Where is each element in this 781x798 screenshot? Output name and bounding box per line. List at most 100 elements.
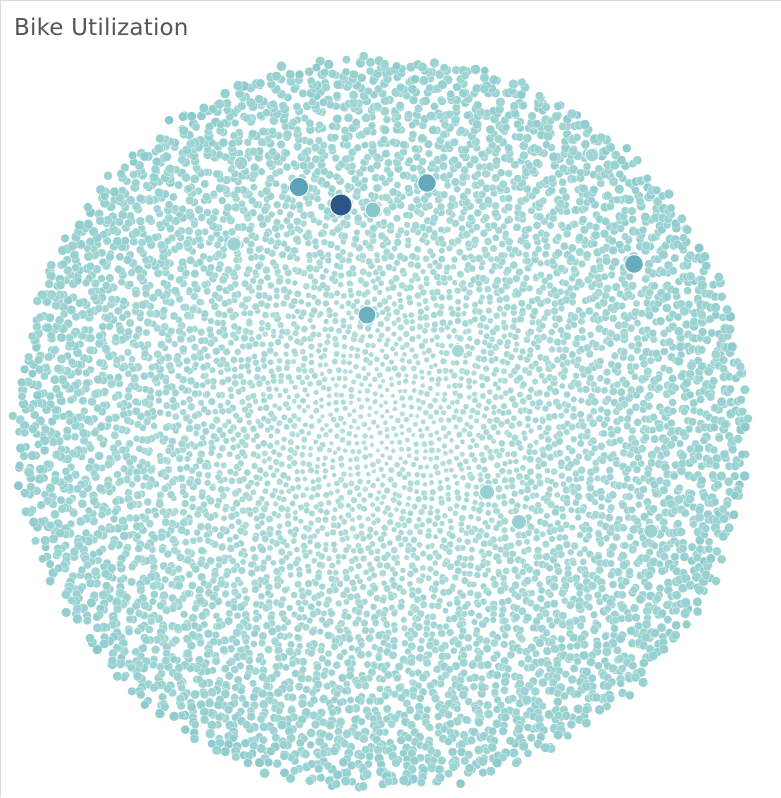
bubble[interactable] xyxy=(595,565,604,575)
bubble[interactable] xyxy=(85,333,96,343)
bubble[interactable] xyxy=(218,196,227,205)
bubble[interactable] xyxy=(234,223,242,232)
bubble[interactable] xyxy=(454,444,461,451)
bubble[interactable] xyxy=(317,342,323,349)
bubble[interactable] xyxy=(335,366,343,374)
bubble[interactable] xyxy=(212,169,221,179)
bubble[interactable] xyxy=(380,378,386,384)
bubble[interactable] xyxy=(453,598,462,607)
bubble[interactable] xyxy=(185,424,194,433)
bubble[interactable] xyxy=(369,482,377,489)
bubble[interactable] xyxy=(372,530,380,537)
bubble[interactable] xyxy=(586,331,595,339)
bubble[interactable] xyxy=(557,221,566,229)
bubble[interactable] xyxy=(589,436,598,445)
bubble[interactable] xyxy=(211,408,219,416)
bubble[interactable] xyxy=(316,445,324,453)
bubble[interactable] xyxy=(375,448,381,453)
bubble[interactable] xyxy=(515,539,523,547)
bubble[interactable] xyxy=(490,688,499,696)
bubble[interactable] xyxy=(203,522,213,531)
bubble[interactable] xyxy=(339,436,346,444)
bubble[interactable] xyxy=(340,553,348,561)
bubble[interactable] xyxy=(361,453,369,461)
bubble[interactable] xyxy=(107,295,116,304)
bubble[interactable] xyxy=(390,393,396,399)
bubble[interactable] xyxy=(444,476,451,483)
bubble[interactable] xyxy=(245,342,254,351)
bubble[interactable] xyxy=(590,610,598,619)
bubble[interactable] xyxy=(132,332,141,341)
bubble[interactable] xyxy=(294,432,301,438)
bubble[interactable] xyxy=(595,597,604,606)
bubble[interactable] xyxy=(401,312,409,320)
bubble[interactable] xyxy=(352,363,360,370)
bubble[interactable] xyxy=(541,609,550,618)
bubble[interactable] xyxy=(296,403,303,410)
bubble[interactable] xyxy=(357,276,365,285)
bubble[interactable] xyxy=(346,280,353,287)
bubble[interactable] xyxy=(503,303,512,312)
bubble[interactable] xyxy=(219,525,227,533)
bubble[interactable] xyxy=(509,260,519,270)
bubble[interactable] xyxy=(457,520,465,528)
bubble[interactable] xyxy=(252,473,260,481)
bubble[interactable] xyxy=(317,202,326,211)
bubble[interactable] xyxy=(490,438,497,445)
bubble[interactable] xyxy=(482,643,492,654)
bubble[interactable] xyxy=(464,421,470,428)
bubble[interactable] xyxy=(620,348,629,357)
bubble[interactable] xyxy=(330,376,336,382)
bubble[interactable] xyxy=(480,423,488,431)
bubble[interactable] xyxy=(547,174,557,184)
bubble[interactable] xyxy=(472,223,481,232)
bubble[interactable] xyxy=(665,366,674,375)
bubble[interactable] xyxy=(617,590,627,600)
bubble[interactable] xyxy=(519,150,529,161)
bubble[interactable] xyxy=(373,555,381,563)
bubble[interactable] xyxy=(327,427,334,434)
bubble[interactable] xyxy=(354,464,361,471)
bubble[interactable] xyxy=(200,420,208,428)
bubble[interactable] xyxy=(508,482,516,490)
bubble[interactable] xyxy=(530,307,539,316)
bubble[interactable] xyxy=(398,394,406,402)
bubble[interactable] xyxy=(253,564,261,573)
bubble[interactable] xyxy=(467,554,475,562)
bubble[interactable] xyxy=(308,493,316,501)
bubble[interactable] xyxy=(433,429,440,436)
bubble[interactable] xyxy=(318,354,325,361)
bubble[interactable] xyxy=(625,567,634,576)
bubble[interactable] xyxy=(406,495,412,501)
bubble[interactable] xyxy=(247,254,255,262)
bubble[interactable] xyxy=(324,531,331,538)
bubble[interactable] xyxy=(193,430,200,437)
bubble[interactable] xyxy=(396,492,403,499)
bubble[interactable] xyxy=(253,373,261,381)
bubble[interactable] xyxy=(326,569,333,576)
bubble[interactable] xyxy=(396,380,402,386)
bubble[interactable] xyxy=(112,356,122,365)
bubble[interactable] xyxy=(139,481,148,490)
bubble[interactable] xyxy=(473,338,481,346)
bubble[interactable] xyxy=(501,377,509,385)
bubble[interactable] xyxy=(483,405,490,412)
bubble[interactable] xyxy=(608,295,616,304)
bubble[interactable] xyxy=(448,532,457,540)
bubble[interactable] xyxy=(217,485,226,494)
bubble[interactable] xyxy=(396,291,403,298)
bubble[interactable] xyxy=(557,634,566,644)
bubble[interactable] xyxy=(526,327,535,336)
bubble[interactable] xyxy=(662,449,671,458)
bubble[interactable] xyxy=(200,500,208,509)
bubble[interactable] xyxy=(638,444,647,453)
bubble[interactable] xyxy=(335,558,342,566)
bubble[interactable] xyxy=(254,480,261,488)
bubble[interactable] xyxy=(422,448,429,454)
bubble[interactable] xyxy=(193,423,202,432)
bubble[interactable] xyxy=(599,229,610,239)
bubble[interactable] xyxy=(280,285,289,294)
bubble[interactable] xyxy=(191,604,200,613)
bubble[interactable] xyxy=(268,211,276,219)
bubble[interactable] xyxy=(400,616,408,624)
